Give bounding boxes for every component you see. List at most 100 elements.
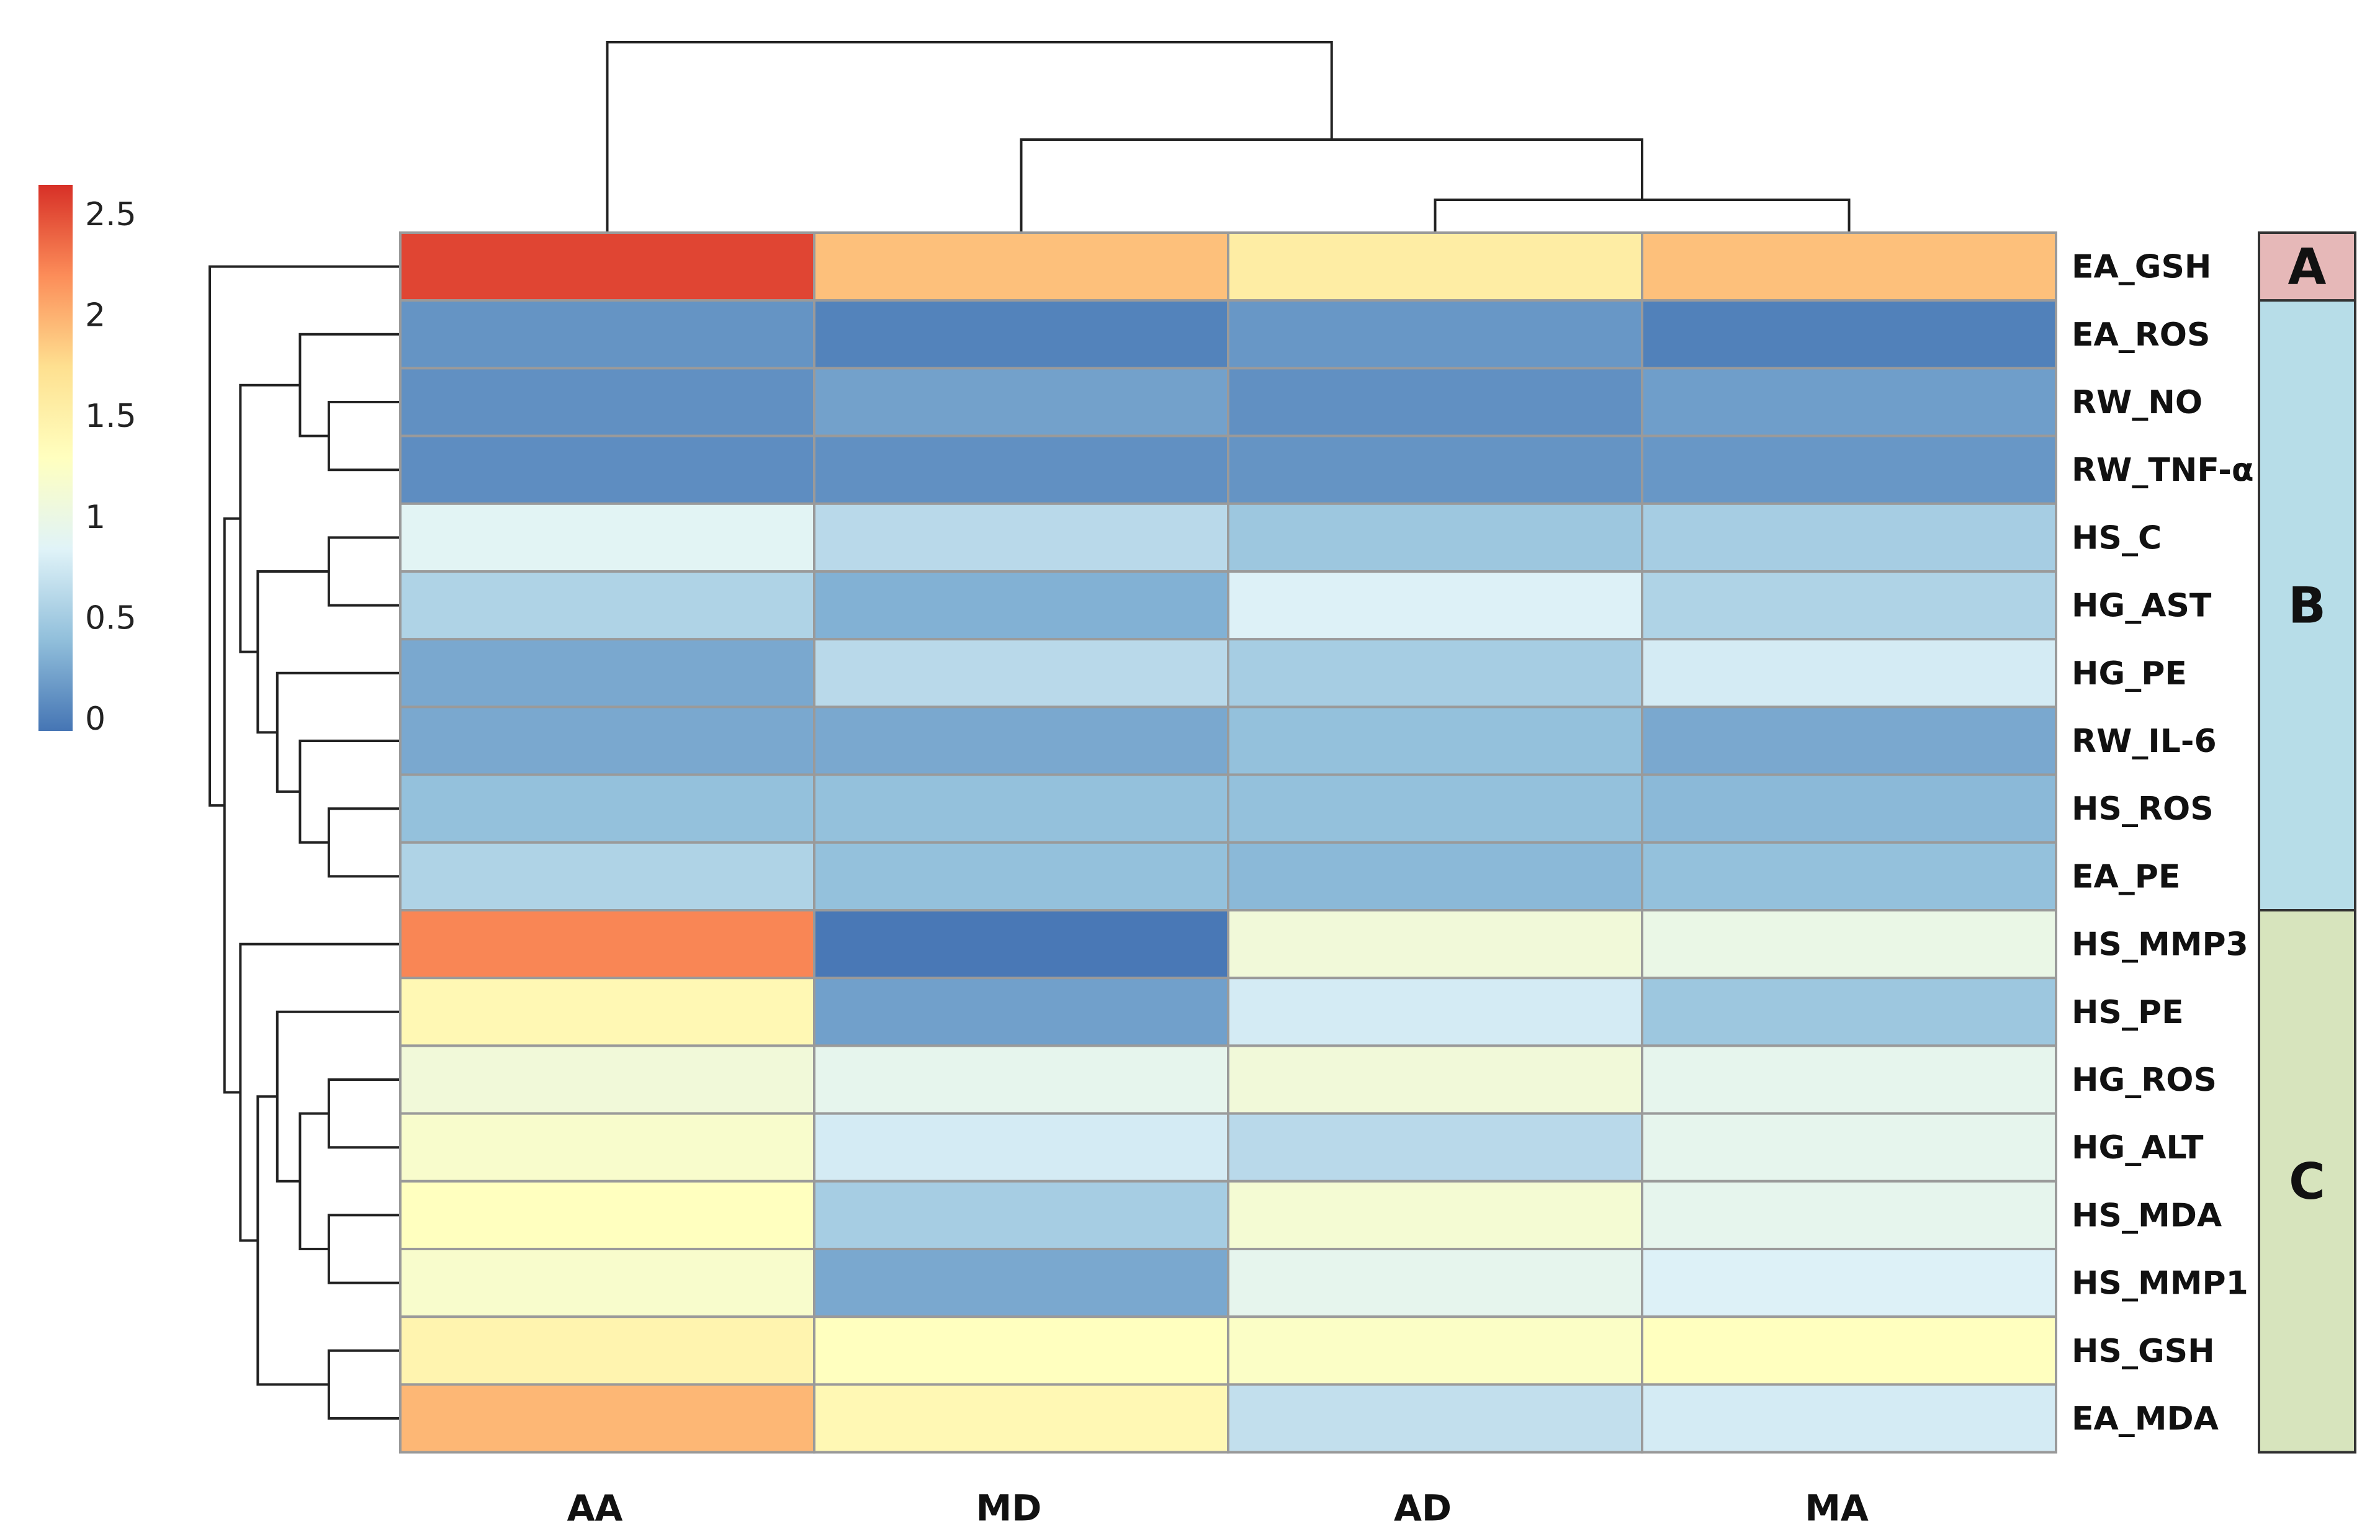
heatmap-cell-rw-no-ma <box>1641 367 2057 437</box>
color-legend: 2.5 2 1.5 1 0.5 0 <box>38 185 137 738</box>
heatmap-cell-hg-alt-ma <box>1641 1112 2057 1183</box>
heatmap-cell-ea-mda-ma <box>1641 1383 2057 1454</box>
row-label-hg-pe: HG_PE <box>2072 655 2187 692</box>
heatmap-cell-hg-pe-ma <box>1641 638 2057 709</box>
heatmap-cell-rw-il-6-aa <box>399 705 815 776</box>
heatmap-cell-hs-mmp1-md <box>813 1248 1229 1318</box>
heatmap-cell-hg-ast-ad <box>1227 570 1643 641</box>
heatmap-cell-hs-gsh-ma <box>1641 1315 2057 1386</box>
group-label-c: C <box>2289 1153 2325 1211</box>
heatmap-cell-rw-tnf-md <box>813 434 1229 505</box>
heatmap-cell-hs-c-aa <box>399 502 815 573</box>
heatmap-cell-hs-gsh-aa <box>399 1315 815 1386</box>
heatmap-cell-hs-mmp3-ad <box>1227 909 1643 980</box>
row-label-hs-mmp3: HS_MMP3 <box>2072 926 2248 964</box>
row-label-hg-ast: HG_AST <box>2072 588 2212 625</box>
heatmap-cell-hg-pe-ad <box>1227 638 1643 709</box>
heatmap-cell-rw-tnf-ma <box>1641 434 2057 505</box>
heatmap-cell-hs-gsh-md <box>813 1315 1229 1386</box>
heatmap-cell-hg-ros-md <box>813 1044 1229 1115</box>
heatmap-cell-rw-tnf-ad <box>1227 434 1643 505</box>
column-label-aa: AA <box>567 1487 623 1529</box>
row-label-rw-tnf: RW_TNF-α <box>2072 452 2254 489</box>
row-label-ea-ros: EA_ROS <box>2072 316 2210 354</box>
heatmap-cell-hs-mmp1-aa <box>399 1248 815 1318</box>
row-dendrogram-link-11 <box>276 1010 400 1183</box>
row-dendrogram-link-14 <box>239 942 400 1242</box>
heatmap-cell-ea-pe-ad <box>1227 841 1643 912</box>
row-dendrogram <box>209 265 400 1420</box>
heatmap-cell-hg-ast-aa <box>399 570 815 641</box>
heatmap-cell-ea-ros-aa <box>399 299 815 370</box>
heatmap-cell-rw-no-ad <box>1227 367 1643 437</box>
heatmap-cell-hg-ros-ma <box>1641 1044 2057 1115</box>
column-dendrogram-link-1 <box>1020 138 1643 233</box>
row-dendrogram-link-4 <box>299 740 400 844</box>
heatmap-cell-hs-gsh-ad <box>1227 1315 1643 1386</box>
row-label-hs-c: HS_C <box>2072 519 2162 557</box>
column-dendrogram-link-2 <box>606 41 1333 233</box>
heatmap-cell-hs-c-ad <box>1227 502 1643 573</box>
row-dendrogram-link-0 <box>327 401 400 472</box>
heatmap-cell-rw-il-6-ma <box>1641 705 2057 776</box>
heatmap-cell-hs-mda-aa <box>399 1180 815 1251</box>
heatmap-cell-hs-mmp1-ma <box>1641 1248 2057 1318</box>
heatmap-cell-hg-alt-ad <box>1227 1112 1643 1183</box>
row-dendrogram-link-5 <box>276 671 400 793</box>
row-dendrogram-link-16 <box>209 265 400 807</box>
heatmap-cell-ea-gsh-ad <box>1227 231 1643 302</box>
legend-tick-0: 0 <box>85 701 106 738</box>
heatmap-cell-hg-pe-md <box>813 638 1229 709</box>
column-label-ad: AD <box>1394 1487 1452 1529</box>
legend-tick-2: 2 <box>85 297 106 334</box>
heatmap-cell-ea-gsh-ma <box>1641 231 2057 302</box>
row-label-rw-no: RW_NO <box>2072 384 2203 421</box>
row-label-ea-mda: EA_MDA <box>2072 1400 2219 1438</box>
row-label-hs-gsh: HS_GSH <box>2072 1333 2215 1370</box>
heatmap-cell-hs-ros-ma <box>1641 773 2057 844</box>
row-label-rw-il-6: RW_IL-6 <box>2072 723 2217 760</box>
heatmap-cells <box>399 231 2057 1454</box>
heatmap-cell-hs-pe-ma <box>1641 977 2057 1047</box>
heatmap-cell-hs-ros-ad <box>1227 773 1643 844</box>
row-dendrogram-link-7 <box>239 383 300 653</box>
heatmap-cell-ea-pe-ma <box>1641 841 2057 912</box>
row-dendrogram-link-8 <box>327 1078 400 1149</box>
heatmap-cell-hs-mda-ma <box>1641 1180 2057 1251</box>
heatmap-cell-hg-pe-aa <box>399 638 815 709</box>
row-dendrogram-link-10 <box>299 1112 329 1250</box>
group-box-c <box>2258 909 2356 1454</box>
group-box-a <box>2258 231 2356 302</box>
row-label-hg-alt: HG_ALT <box>2072 1129 2204 1166</box>
heatmap-cell-hg-ast-md <box>813 570 1229 641</box>
group-annotation-bar: A B C <box>2258 231 2356 1454</box>
heatmap-cell-hs-mda-ad <box>1227 1180 1643 1251</box>
row-dendrogram-link-12 <box>327 1349 400 1420</box>
row-dendrogram-link-1 <box>299 333 400 437</box>
group-label-b: B <box>2288 577 2326 635</box>
legend-colorbar <box>38 185 73 731</box>
heatmap-cell-hg-ros-aa <box>399 1044 815 1115</box>
row-dendrogram-link-9 <box>327 1214 400 1284</box>
heatmap-cell-hs-pe-aa <box>399 977 815 1047</box>
heatmap-cell-hs-pe-ad <box>1227 977 1643 1047</box>
heatmap-cell-ea-mda-aa <box>399 1383 815 1454</box>
heatmap-cell-hs-mmp3-md <box>813 909 1229 980</box>
heatmap-cell-hs-c-ma <box>1641 502 2057 573</box>
group-box-b <box>2258 299 2356 911</box>
heatmap-cell-hs-mda-md <box>813 1180 1229 1251</box>
heatmap-cell-hs-ros-aa <box>399 773 815 844</box>
row-label-ea-pe: EA_PE <box>2072 858 2180 895</box>
row-label-hs-mmp1: HS_MMP1 <box>2072 1265 2248 1302</box>
row-label-hg-ros: HG_ROS <box>2072 1062 2217 1099</box>
column-dendrogram <box>606 41 1851 233</box>
row-dendrogram-link-3 <box>327 807 400 878</box>
row-label-hs-pe: HS_PE <box>2072 994 2184 1031</box>
heatmap-cell-rw-il-6-md <box>813 705 1229 776</box>
heatmap-cell-ea-ros-md <box>813 299 1229 370</box>
row-label-ea-gsh: EA_GSH <box>2072 249 2211 286</box>
legend-tick-2-5: 2.5 <box>85 196 137 233</box>
heatmap-cell-ea-pe-md <box>813 841 1229 912</box>
heatmap-cell-ea-mda-ad <box>1227 1383 1643 1454</box>
